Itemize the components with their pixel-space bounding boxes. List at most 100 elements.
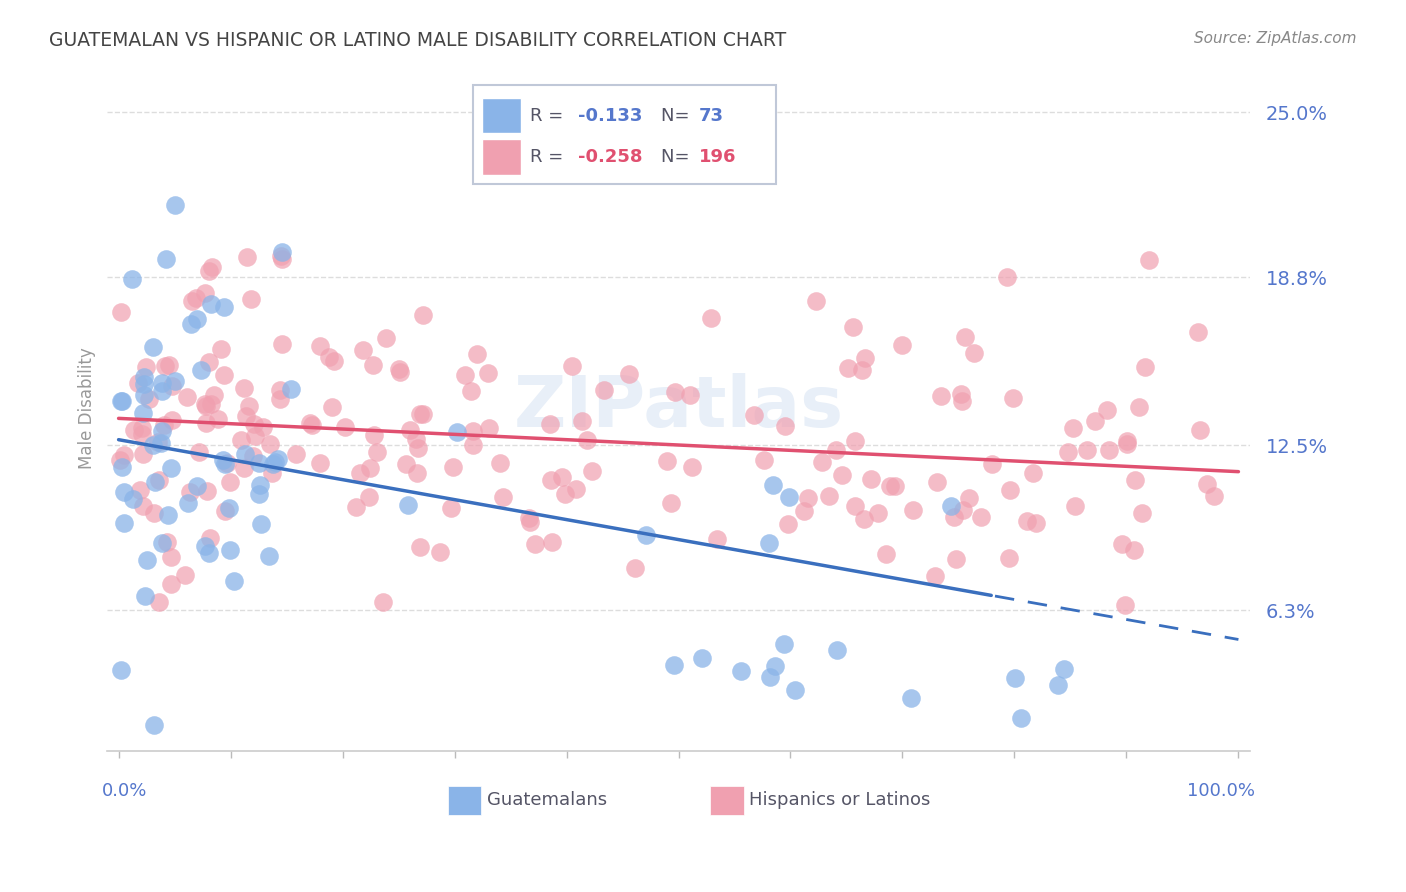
Point xyxy=(135,553,157,567)
Point xyxy=(149,436,172,450)
Point xyxy=(264,455,287,469)
Point xyxy=(361,359,384,373)
Point xyxy=(1122,543,1144,558)
Point xyxy=(664,385,686,400)
Point xyxy=(950,393,973,408)
Point xyxy=(270,249,292,263)
Point xyxy=(943,509,966,524)
Point xyxy=(853,351,876,365)
Point xyxy=(409,407,432,421)
Point xyxy=(233,447,256,461)
Point xyxy=(143,506,166,520)
Point xyxy=(180,318,202,332)
Point xyxy=(581,464,603,478)
Point xyxy=(150,384,173,398)
Point xyxy=(955,330,977,344)
Point xyxy=(952,502,974,516)
Point xyxy=(1133,359,1156,374)
Point xyxy=(202,388,225,402)
Point xyxy=(664,657,686,672)
Point xyxy=(190,363,212,377)
Point xyxy=(523,537,546,551)
Point xyxy=(657,454,679,468)
Point xyxy=(344,500,367,514)
Text: ZIPatlas: ZIPatlas xyxy=(513,373,844,442)
Point xyxy=(617,368,640,382)
Point xyxy=(811,455,834,469)
Point xyxy=(218,501,240,516)
Point xyxy=(463,424,485,438)
Text: 100.0%: 100.0% xyxy=(1187,782,1256,800)
Point xyxy=(235,250,257,264)
Point xyxy=(831,468,853,483)
Point xyxy=(165,374,187,388)
Point xyxy=(194,286,217,301)
Point xyxy=(323,354,346,368)
Point xyxy=(1123,473,1146,487)
Point xyxy=(1022,466,1045,480)
Point xyxy=(409,540,432,554)
Point xyxy=(212,452,235,467)
Point xyxy=(219,475,242,489)
Point xyxy=(1047,678,1070,692)
Point xyxy=(763,659,786,673)
Text: R =: R = xyxy=(530,148,569,166)
Point xyxy=(1128,400,1150,414)
Point xyxy=(111,393,134,408)
Point xyxy=(198,546,221,560)
Point xyxy=(949,387,972,401)
Point xyxy=(759,670,782,684)
Point xyxy=(1053,662,1076,676)
Point xyxy=(441,460,464,475)
FancyBboxPatch shape xyxy=(472,85,776,185)
Point xyxy=(159,577,181,591)
Point xyxy=(1189,423,1212,437)
Point xyxy=(252,419,274,434)
Point xyxy=(127,376,149,391)
Point xyxy=(901,503,924,517)
Point xyxy=(412,407,434,421)
Point xyxy=(446,425,468,440)
Point xyxy=(212,368,235,382)
Point xyxy=(318,350,340,364)
Point xyxy=(222,574,245,589)
Point xyxy=(1010,711,1032,725)
Point xyxy=(122,492,145,507)
Point xyxy=(122,423,145,437)
Point xyxy=(176,390,198,404)
Point xyxy=(132,447,155,461)
Point xyxy=(150,536,173,550)
Point xyxy=(247,487,270,501)
Point xyxy=(1195,476,1218,491)
Text: 0.0%: 0.0% xyxy=(101,782,148,800)
Point xyxy=(195,483,218,498)
Point xyxy=(240,293,263,307)
Point xyxy=(160,550,183,565)
Point xyxy=(412,308,434,322)
Point xyxy=(232,461,254,475)
Point xyxy=(388,365,411,379)
Text: GUATEMALAN VS HISPANIC OR LATINO MALE DISABILITY CORRELATION CHART: GUATEMALAN VS HISPANIC OR LATINO MALE DI… xyxy=(49,31,786,50)
Point xyxy=(270,245,292,260)
Point xyxy=(146,434,169,449)
Point xyxy=(1115,436,1137,450)
Point xyxy=(184,291,207,305)
Point xyxy=(773,419,796,434)
Point xyxy=(1130,506,1153,520)
Point xyxy=(399,423,422,437)
Point xyxy=(111,460,134,475)
Point xyxy=(773,637,796,651)
Text: N=: N= xyxy=(661,148,696,166)
Point xyxy=(730,665,752,679)
Point xyxy=(1004,672,1026,686)
FancyBboxPatch shape xyxy=(482,139,520,175)
Point xyxy=(247,456,270,470)
Point xyxy=(793,503,815,517)
Point xyxy=(134,359,156,374)
Point xyxy=(925,475,948,489)
Point xyxy=(131,421,153,435)
Point xyxy=(924,569,946,583)
Point xyxy=(235,409,257,423)
Point xyxy=(142,437,165,451)
Point xyxy=(134,589,156,603)
